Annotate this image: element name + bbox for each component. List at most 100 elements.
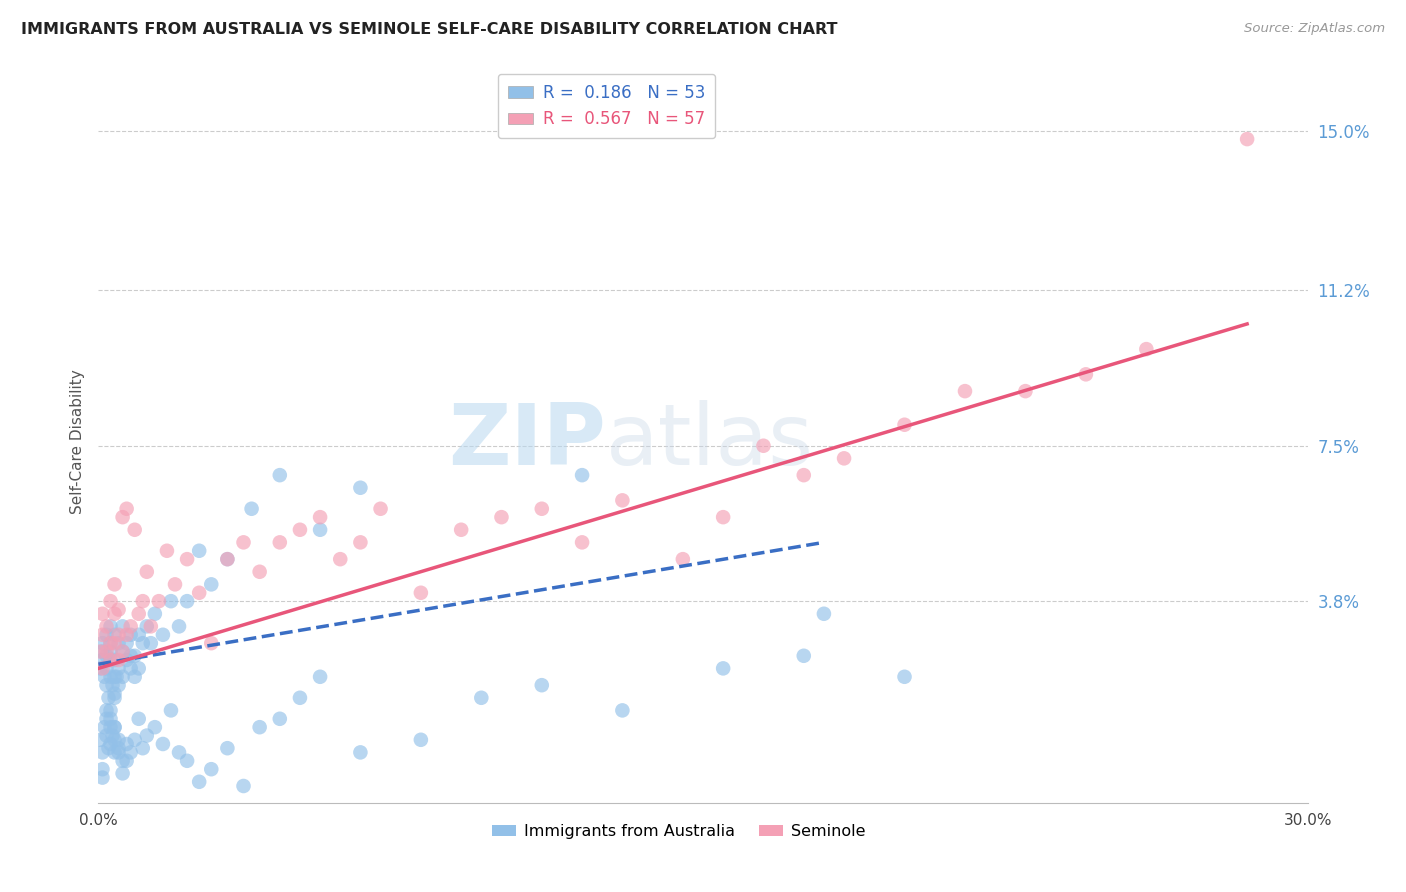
Point xyxy=(96,678,118,692)
Point xyxy=(217,741,239,756)
Point xyxy=(132,741,155,756)
Point xyxy=(107,732,129,747)
Point xyxy=(93,670,115,684)
Point xyxy=(120,628,142,642)
Point xyxy=(100,594,122,608)
Point xyxy=(91,653,114,667)
Point xyxy=(349,745,371,759)
Point xyxy=(93,720,115,734)
Point xyxy=(269,535,291,549)
Point xyxy=(111,766,134,780)
Point xyxy=(107,661,129,675)
Point xyxy=(240,501,263,516)
Point xyxy=(711,510,734,524)
Point xyxy=(91,636,114,650)
Point xyxy=(135,729,157,743)
Point xyxy=(103,745,125,759)
Point xyxy=(793,468,815,483)
Point xyxy=(111,670,134,684)
Point xyxy=(124,523,146,537)
Point xyxy=(107,628,129,642)
Point xyxy=(132,636,155,650)
Point xyxy=(188,774,211,789)
Point xyxy=(349,535,371,549)
Point xyxy=(309,523,332,537)
Point xyxy=(249,720,271,734)
Point xyxy=(96,729,118,743)
Point xyxy=(188,543,211,558)
Point xyxy=(571,468,593,483)
Point xyxy=(612,703,634,717)
Point xyxy=(893,417,915,432)
Point xyxy=(103,732,125,747)
Point xyxy=(160,703,183,717)
Point xyxy=(893,670,915,684)
Point xyxy=(96,703,118,717)
Point xyxy=(217,552,239,566)
Point xyxy=(139,619,162,633)
Point xyxy=(124,670,146,684)
Point xyxy=(100,653,122,667)
Point xyxy=(100,720,122,734)
Point xyxy=(103,720,125,734)
Point xyxy=(101,678,124,692)
Point xyxy=(1074,368,1097,382)
Point xyxy=(128,661,150,675)
Point xyxy=(115,754,138,768)
Point xyxy=(111,510,134,524)
Point xyxy=(128,628,150,642)
Point xyxy=(450,523,472,537)
Point xyxy=(89,661,111,675)
Point xyxy=(107,636,129,650)
Point xyxy=(176,594,198,608)
Point xyxy=(115,737,138,751)
Point xyxy=(97,741,120,756)
Point xyxy=(612,493,634,508)
Point xyxy=(200,636,222,650)
Point xyxy=(135,565,157,579)
Point xyxy=(176,754,198,768)
Point xyxy=(288,523,311,537)
Point xyxy=(409,732,432,747)
Point xyxy=(100,653,122,667)
Legend: Immigrants from Australia, Seminole: Immigrants from Australia, Seminole xyxy=(485,818,872,846)
Point xyxy=(132,594,155,608)
Point xyxy=(124,648,146,663)
Point xyxy=(100,636,122,650)
Point xyxy=(124,732,146,747)
Point xyxy=(107,741,129,756)
Point xyxy=(115,628,138,642)
Point xyxy=(103,628,125,642)
Point xyxy=(100,644,122,658)
Point xyxy=(111,644,134,658)
Point xyxy=(105,670,128,684)
Point xyxy=(96,644,118,658)
Point xyxy=(530,501,553,516)
Point xyxy=(148,594,170,608)
Point xyxy=(1135,342,1157,356)
Point xyxy=(96,628,118,642)
Point xyxy=(139,636,162,650)
Point xyxy=(571,535,593,549)
Point xyxy=(120,745,142,759)
Point xyxy=(115,501,138,516)
Point xyxy=(309,510,332,524)
Point xyxy=(793,648,815,663)
Point xyxy=(107,602,129,616)
Point xyxy=(96,712,118,726)
Point xyxy=(103,720,125,734)
Point xyxy=(115,636,138,650)
Point xyxy=(103,577,125,591)
Point xyxy=(91,644,114,658)
Point xyxy=(752,439,775,453)
Point xyxy=(1014,384,1036,398)
Point xyxy=(103,636,125,650)
Point xyxy=(217,552,239,566)
Point xyxy=(100,636,122,650)
Point xyxy=(309,670,332,684)
Text: atlas: atlas xyxy=(606,400,814,483)
Point xyxy=(370,501,392,516)
Point xyxy=(107,678,129,692)
Point xyxy=(135,619,157,633)
Point xyxy=(167,619,190,633)
